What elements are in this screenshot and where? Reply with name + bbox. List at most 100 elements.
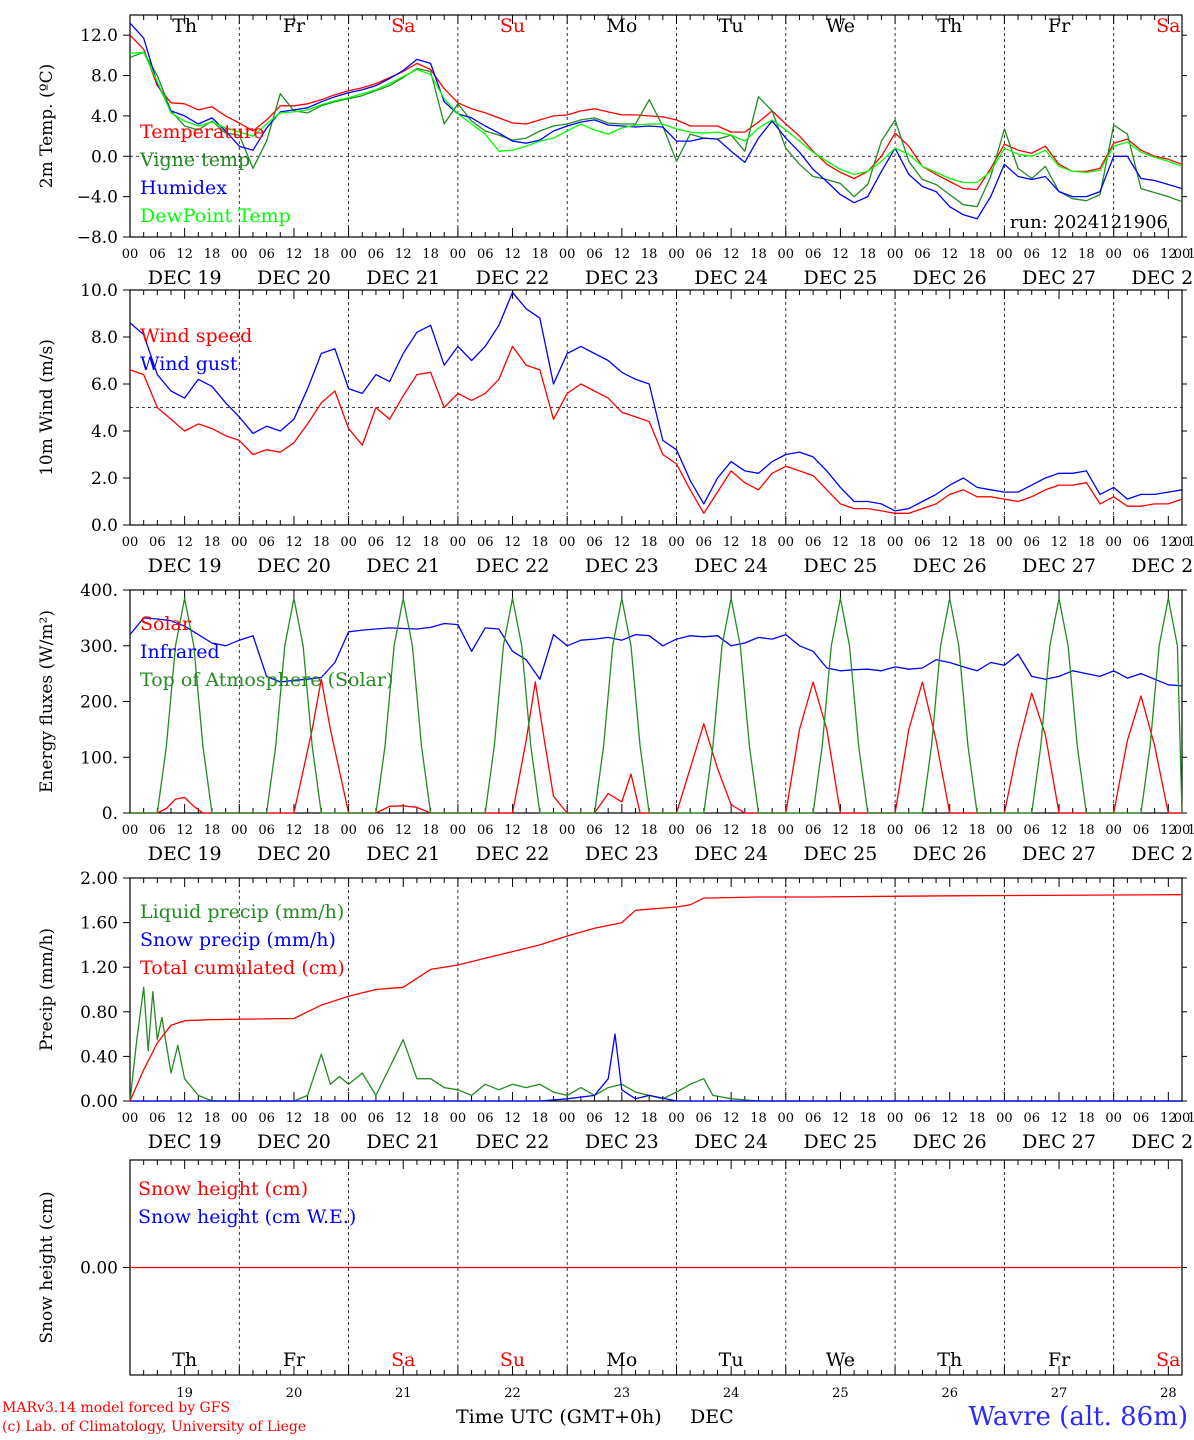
- hour-tick-label: 06: [805, 823, 822, 838]
- hour-tick-label: 12: [614, 823, 631, 838]
- day-name-label: Fr: [283, 1349, 306, 1371]
- hour-tick-label: 06: [258, 823, 275, 838]
- date-label: DEC 25: [804, 843, 878, 865]
- hour-tick-label: 06: [1133, 823, 1150, 838]
- date-label: DEC 20: [257, 843, 331, 865]
- hour-tick-label: 06: [586, 247, 603, 262]
- day-name-label: Th: [937, 15, 962, 37]
- day-name-label: Sa: [1156, 15, 1180, 37]
- hour-tick-label: 06: [914, 823, 931, 838]
- legend-entry: Solar: [140, 613, 192, 635]
- hour-tick-label: 18: [750, 823, 767, 838]
- y-tick-label: 400.: [80, 581, 118, 601]
- date-label: DEC 28: [1131, 1131, 1194, 1153]
- legend-entry: Temperature: [140, 121, 264, 143]
- hour-tick-label: 12: [504, 535, 521, 550]
- day-name-label: Th: [172, 15, 197, 37]
- y-tick-label: 0.00: [80, 1092, 118, 1112]
- hour-tick-label: 06: [696, 1111, 713, 1126]
- hour-tick-label: 12: [832, 1111, 849, 1126]
- hour-tick-label: 00: [996, 823, 1013, 838]
- date-label: DEC 27: [1022, 555, 1096, 577]
- hour-tick-label: 12: [1051, 823, 1068, 838]
- hour-tick-label: 00: [559, 823, 576, 838]
- day-number-label: 24: [723, 1386, 740, 1400]
- y-axis-label: Precip (mm/h): [37, 928, 57, 1051]
- day-name-label: Su: [500, 15, 525, 37]
- hour-tick-label: 00: [450, 535, 467, 550]
- hour-tick-label: 06: [586, 535, 603, 550]
- hour-tick-label: 06: [477, 247, 494, 262]
- hour-tick-label: 00: [340, 1111, 357, 1126]
- y-tick-label: 1.60: [80, 914, 118, 934]
- hour-tick-label: 18: [422, 535, 439, 550]
- hour-tick-label: 12: [941, 1111, 958, 1126]
- day-name-label: Tu: [719, 15, 744, 37]
- day-name-label: Su: [500, 1349, 525, 1371]
- y-tick-label: 12.0: [80, 26, 118, 46]
- day-name-label: Mo: [606, 15, 637, 37]
- date-label: DEC 28: [1131, 267, 1194, 289]
- hour-tick-label: 12: [1160, 247, 1177, 262]
- date-label: DEC 21: [366, 1131, 440, 1153]
- y-tick-label: 8.0: [91, 67, 118, 87]
- day-number-label: 27: [1051, 1386, 1068, 1400]
- day-name-label: Sa: [391, 15, 415, 37]
- day-name-label: Fr: [1048, 1349, 1071, 1371]
- hour-tick-label: 06: [368, 1111, 385, 1126]
- date-label: DEC 27: [1022, 267, 1096, 289]
- y-axis-label: Snow height (cm): [37, 1191, 57, 1343]
- hour-tick-label: 18: [313, 247, 330, 262]
- hour-tick-label: 00: [1105, 823, 1122, 838]
- hour-tick-label: 00: [778, 247, 795, 262]
- hour-tick-label: 06: [696, 247, 713, 262]
- hour-tick-label: 06: [805, 1111, 822, 1126]
- hour-tick-label: 06: [1023, 535, 1040, 550]
- hour-tick-label: 00: [122, 1111, 139, 1126]
- hour-tick-label: 06: [258, 1111, 275, 1126]
- hour-tick-label: 00: [1174, 535, 1191, 550]
- y-tick-label: 6.0: [91, 375, 118, 395]
- hour-tick-label: 18: [969, 535, 986, 550]
- y-tick-label: 4.0: [91, 107, 118, 127]
- date-label: DEC 25: [804, 1131, 878, 1153]
- hour-tick-label: 06: [914, 535, 931, 550]
- legend-entry: Wind gust: [140, 353, 238, 375]
- legend-entry: Humidex: [140, 177, 227, 199]
- x-axis-title: Time UTC (GMT+0h): [456, 1406, 662, 1428]
- hour-tick-label: 00: [887, 247, 904, 262]
- date-label: DEC 20: [257, 267, 331, 289]
- legend-entry: Vigne temp: [139, 149, 250, 171]
- y-tick-label: 200.: [80, 693, 118, 713]
- legend-entry: Liquid precip (mm/h): [140, 901, 344, 923]
- hour-tick-label: 00: [450, 823, 467, 838]
- hour-tick-label: 18: [532, 823, 549, 838]
- hour-tick-label: 00: [231, 247, 248, 262]
- hour-tick-label: 12: [832, 535, 849, 550]
- hour-tick-label: 06: [805, 247, 822, 262]
- date-label: DEC 24: [694, 267, 768, 289]
- hour-tick-label: 12: [941, 823, 958, 838]
- hour-tick-label: 12: [723, 1111, 740, 1126]
- hour-tick-label: 18: [532, 247, 549, 262]
- date-label: DEC 23: [585, 555, 659, 577]
- y-tick-label: 0.80: [80, 1003, 118, 1023]
- hour-tick-label: 18: [1187, 1111, 1194, 1126]
- hour-tick-label: 06: [1023, 247, 1040, 262]
- series-line-wind-gust: [129, 291, 1183, 512]
- hour-tick-label: 06: [149, 823, 166, 838]
- hour-tick-label: 00: [887, 535, 904, 550]
- legend-entry: Wind speed: [140, 325, 252, 347]
- hour-tick-label: 06: [477, 823, 494, 838]
- hour-tick-label: 18: [641, 535, 658, 550]
- date-label: DEC 27: [1022, 843, 1096, 865]
- y-tick-label: 0.0: [91, 147, 118, 167]
- hour-tick-label: 00: [559, 247, 576, 262]
- hour-tick-label: 06: [368, 247, 385, 262]
- hour-tick-label: 18: [859, 247, 876, 262]
- day-name-label: Tu: [719, 1349, 744, 1371]
- hour-tick-label: 00: [122, 823, 139, 838]
- hour-tick-label: 06: [149, 1111, 166, 1126]
- hour-tick-label: 18: [859, 823, 876, 838]
- legend-entry: DewPoint Temp: [140, 205, 291, 227]
